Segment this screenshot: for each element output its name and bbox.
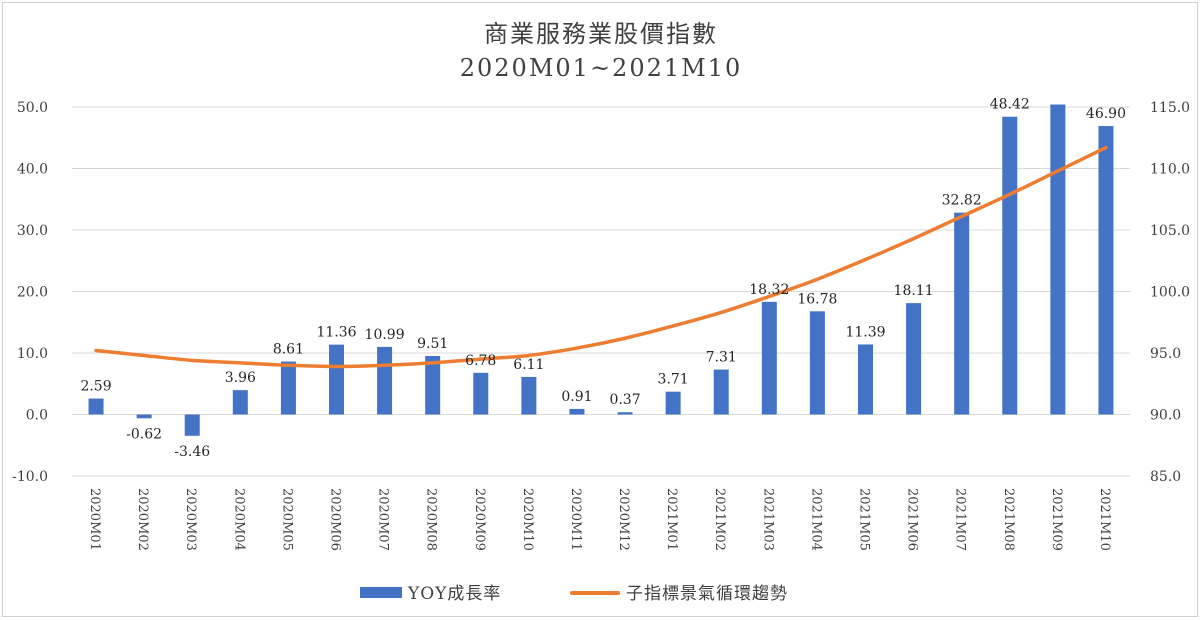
- left-axis-ticks: -10.0 0.0 10.0 20.0 30.0 40.0 50.0: [12, 100, 48, 485]
- bar: [425, 356, 441, 415]
- legend-bar-label: YOY成長率: [407, 584, 501, 604]
- data-label: 48.42: [990, 97, 1030, 113]
- data-label: 18.32: [749, 282, 789, 298]
- data-label: 0.37: [609, 392, 640, 408]
- category-label: 2020M07: [376, 488, 391, 551]
- category-label: 2020M01: [87, 488, 102, 551]
- bar: [232, 390, 248, 415]
- bar: [473, 372, 489, 415]
- bar: [809, 311, 825, 415]
- data-label: 9.51: [417, 336, 448, 352]
- data-label: 3.71: [658, 372, 689, 388]
- data-label: 11.36: [316, 325, 356, 341]
- category-label: 2020M03: [183, 488, 198, 551]
- chart-subtitle: 2020M01~2021M10: [460, 54, 743, 82]
- bar: [521, 376, 537, 415]
- data-label: 2.59: [80, 379, 111, 395]
- data-label: 0.91: [561, 389, 592, 405]
- bar: [1098, 126, 1114, 415]
- category-label: 2020M04: [231, 488, 246, 551]
- bar: [88, 398, 104, 415]
- left-tick-label: 0.0: [26, 408, 48, 424]
- category-label: 2020M05: [279, 488, 294, 551]
- category-label: 2020M10: [520, 488, 535, 551]
- left-tick-label: 20.0: [17, 285, 48, 301]
- right-tick-label: 90.0: [1150, 408, 1181, 424]
- category-label: 2021M10: [1097, 488, 1112, 551]
- bar: [1050, 104, 1066, 415]
- data-label: 18.11: [894, 283, 934, 299]
- bar: [280, 361, 296, 415]
- category-axis-labels: 2020M01 2020M02 2020M03 2020M04 2020M05 2020M…: [87, 488, 1112, 551]
- category-label: 2021M01: [664, 488, 679, 551]
- category-label: 2021M07: [953, 488, 968, 551]
- category-label: 2020M09: [472, 488, 487, 551]
- bar: [954, 212, 970, 415]
- right-tick-label: 85.0: [1150, 469, 1181, 485]
- right-tick-label: 95.0: [1150, 346, 1181, 362]
- left-tick-label: 50.0: [17, 100, 48, 116]
- bar: [569, 408, 585, 415]
- bar: [665, 391, 681, 415]
- data-labels: 2.59 -0.62 -3.46 3.96 8.61 11.36 10.99 9.51 6.78…: [80, 97, 1126, 460]
- left-tick-label: 40.0: [17, 162, 48, 178]
- data-label: 3.96: [225, 370, 256, 386]
- category-label: 2021M05: [857, 488, 872, 551]
- legend-bar-swatch: [360, 587, 402, 598]
- right-tick-label: 100.0: [1150, 285, 1190, 301]
- category-label: 2021M09: [1049, 488, 1064, 551]
- data-label: 16.78: [797, 291, 837, 307]
- chart-title: 商業服務業股價指數: [484, 20, 718, 48]
- bar: [377, 346, 393, 415]
- data-label: 6.11: [513, 357, 544, 373]
- category-label: 2021M06: [905, 488, 920, 551]
- data-label: 7.31: [706, 350, 737, 366]
- bar: [858, 344, 873, 415]
- bar: [1002, 116, 1018, 415]
- bar: [617, 412, 633, 415]
- bar: [329, 344, 344, 415]
- line-series: [94, 145, 1108, 369]
- category-label: 2020M12: [616, 488, 631, 551]
- data-label: 46.90: [1086, 106, 1126, 122]
- trend-line: [94, 145, 1108, 369]
- legend-line-label: 子指標景氣循環趨勢: [626, 584, 788, 604]
- left-tick-label: -10.0: [12, 469, 48, 485]
- bar: [136, 414, 152, 419]
- category-label: 2020M11: [568, 488, 583, 551]
- category-label: 2020M06: [328, 488, 343, 551]
- category-label: 2020M08: [424, 488, 439, 551]
- data-label: 8.61: [273, 342, 304, 358]
- category-label: 2021M03: [760, 488, 775, 551]
- data-label: 6.78: [465, 353, 496, 369]
- data-label: 11.39: [845, 324, 885, 340]
- data-label: 32.82: [942, 193, 982, 209]
- category-label: 2020M02: [135, 488, 150, 551]
- right-tick-label: 110.0: [1150, 162, 1190, 178]
- bar: [906, 303, 922, 415]
- data-label: 10.99: [365, 327, 405, 343]
- bar: [713, 369, 729, 415]
- category-label: 2021M04: [808, 488, 823, 551]
- bar: [761, 301, 777, 415]
- left-tick-label: 30.0: [17, 223, 48, 239]
- right-tick-label: 105.0: [1150, 223, 1190, 239]
- category-label: 2021M02: [712, 488, 727, 551]
- data-label: -3.46: [174, 444, 210, 460]
- right-axis-ticks: 85.0 90.0 95.0 100.0 105.0 110.0 115.0: [1150, 100, 1190, 485]
- bar-series: [88, 104, 1114, 436]
- data-label: -0.62: [126, 426, 162, 442]
- category-label: 2021M08: [1001, 488, 1016, 551]
- left-tick-label: 10.0: [17, 346, 48, 362]
- bar: [184, 414, 200, 436]
- right-tick-label: 115.0: [1150, 100, 1190, 116]
- legend: YOY成長率 子指標景氣循環趨勢: [360, 584, 788, 604]
- gridlines: [72, 106, 1130, 477]
